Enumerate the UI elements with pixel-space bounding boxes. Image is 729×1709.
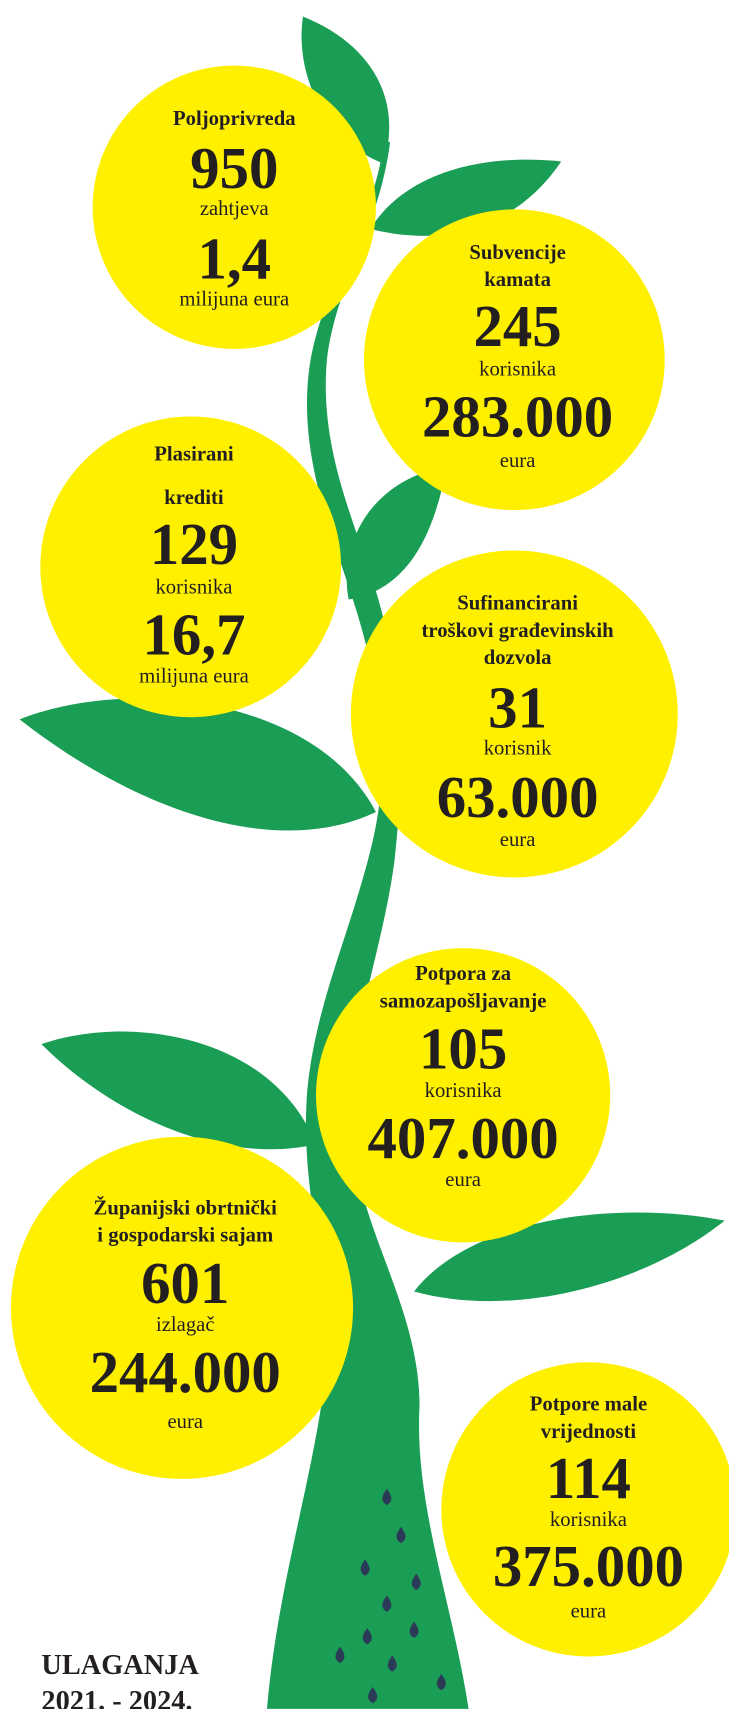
circle-title: Plasirani (154, 443, 234, 465)
count: 129 (150, 512, 238, 577)
count-label: korisnik (484, 738, 552, 760)
amount-label: eura (500, 450, 536, 472)
stat-circle: Županijski obrtnički i gospodarski sajam 6… (11, 1137, 353, 1479)
amount: 1,4 (198, 226, 272, 291)
amount: 16,7 (142, 602, 245, 667)
amount: 283.000 (422, 384, 613, 449)
circle-title: Subvencije (469, 242, 566, 264)
infographic: Poljoprivreda950zahtjeva1,4milijuna eura… (0, 0, 729, 1709)
amount-label: milijuna eura (179, 289, 289, 311)
leaf (41, 1032, 316, 1150)
count: 601 (141, 1251, 229, 1316)
amount-label: eura (445, 1169, 481, 1191)
circle-title: i gospodarski sajam (97, 1225, 273, 1247)
count-label: zahtjeva (200, 198, 269, 220)
circle-title: dozvola (484, 647, 552, 669)
count: 31 (488, 675, 547, 740)
amount-label: eura (571, 1601, 607, 1623)
circle-title: Potpore male (530, 1394, 647, 1416)
amount-label: milijuna eura (139, 666, 249, 688)
count-label: korisnika (550, 1509, 627, 1531)
count: 950 (190, 136, 278, 201)
circle-title: Poljoprivreda (173, 108, 296, 130)
count-label: izlagač (156, 1314, 215, 1336)
count: 114 (546, 1446, 631, 1511)
amount: 407.000 (368, 1106, 559, 1171)
circle-title: krediti (164, 487, 224, 509)
circle-title: Županijski obrtnički (94, 1195, 278, 1219)
count: 245 (473, 294, 561, 359)
count-label: korisnika (479, 358, 556, 380)
footer-line: ULAGANJA (41, 1650, 199, 1681)
circle-title: Sufinancirani (457, 593, 578, 615)
amount-label: eura (500, 829, 536, 851)
footer-line: 2021. - 2024. (41, 1686, 192, 1709)
amount-label: eura (167, 1411, 203, 1433)
leaf (20, 699, 376, 831)
amount: 375.000 (493, 1534, 684, 1599)
circle-title: Potpora za (415, 963, 512, 985)
count: 105 (419, 1017, 507, 1082)
count-label: korisnika (155, 576, 232, 598)
circle-title: kamata (484, 269, 551, 291)
amount: 244.000 (90, 1340, 281, 1405)
circle-title: vrijednosti (541, 1421, 637, 1443)
count-label: korisnika (425, 1080, 502, 1102)
page: Poljoprivreda950zahtjeva1,4milijuna eura… (0, 0, 729, 1709)
amount: 63.000 (437, 765, 599, 830)
circle-title: troškovi građevinskih (422, 620, 615, 642)
circle-title: samozapošljavanje (380, 990, 547, 1012)
stat-circle: Sufinancirani troškovi građevinskih dozvol… (351, 550, 678, 877)
